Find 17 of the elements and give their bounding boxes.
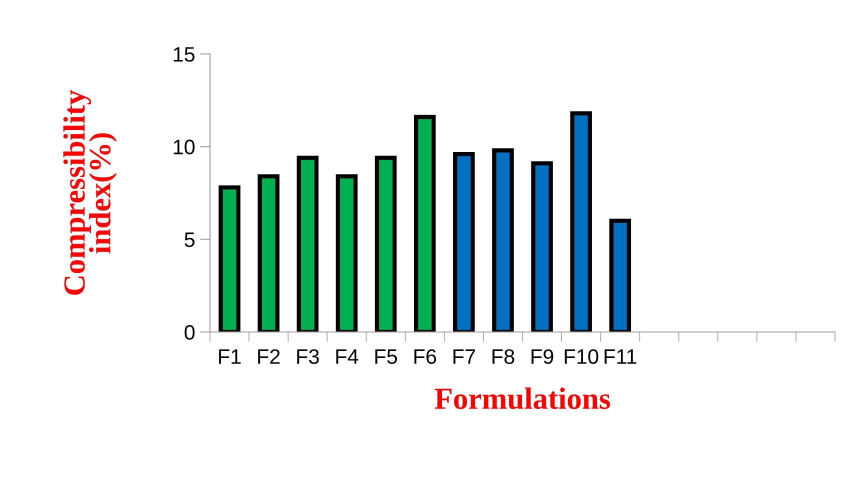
x-tick-label: F8 [492, 349, 514, 364]
x-tick-label: F11 [604, 349, 636, 364]
x-tick-label: F2 [258, 349, 280, 364]
y-tick-label: 5 [184, 232, 195, 248]
x-tick-label: F3 [297, 349, 319, 364]
y-axis-title: Compressibility index(%) [63, 90, 117, 295]
y-tick-label: 0 [184, 325, 195, 340]
x-tick-label: F9 [532, 349, 554, 364]
y-tick-label: 15 [174, 47, 195, 62]
y-tick-label: 10 [174, 140, 195, 154]
x-tick-label: F7 [453, 349, 476, 364]
x-tick-label: F10 [564, 349, 598, 364]
x-tick-label: F5 [375, 349, 398, 364]
x-tick-label: F4 [336, 349, 358, 364]
x-tick-label: F1 [219, 349, 241, 364]
x-axis-title: Formulations [434, 388, 610, 410]
x-tick-label: F6 [414, 349, 436, 364]
